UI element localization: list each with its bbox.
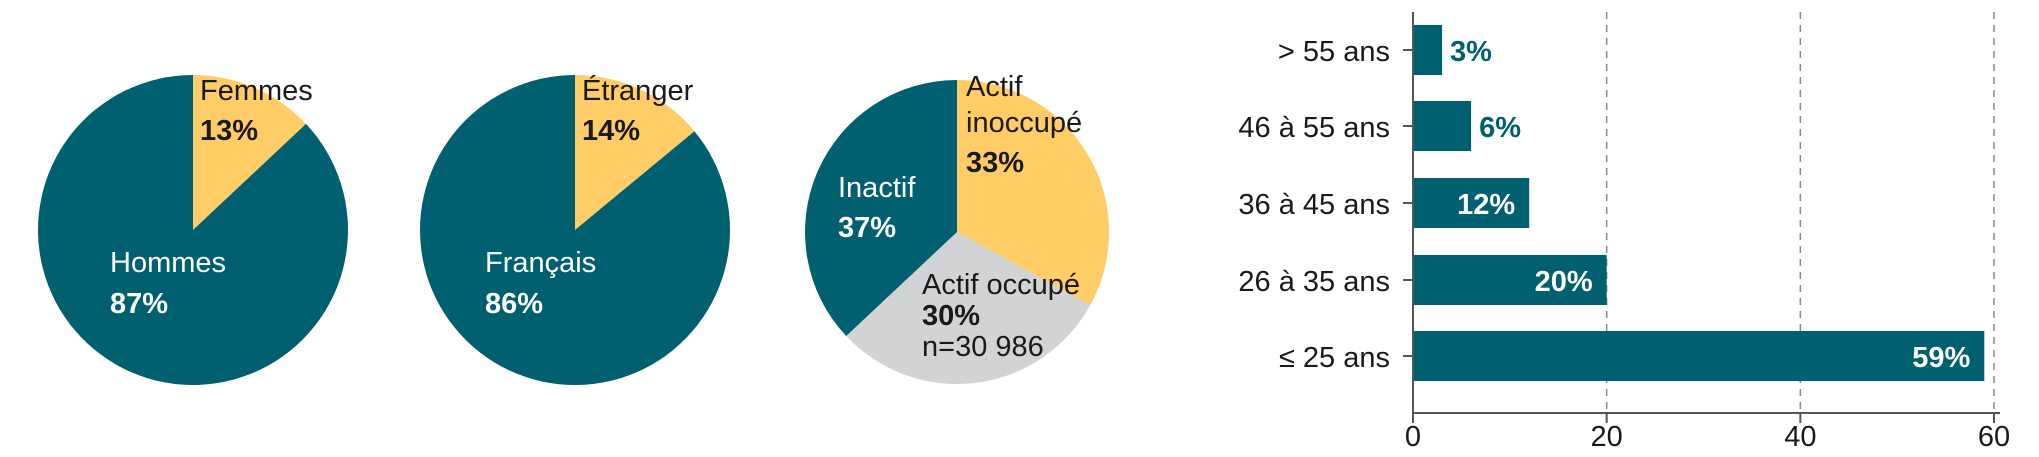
bar-category-55-ans: > 55 ans <box>1278 36 1390 68</box>
pie-chart-nationality: Étranger 14% Français 86% <box>419 74 730 385</box>
bar-value-26-a-35-ans: 20% <box>1535 266 1593 298</box>
pie-value-inactif: 37% <box>838 212 896 244</box>
x-tick-label-20: 20 <box>1591 421 1623 452</box>
pie-value-hommes: 87% <box>110 288 168 320</box>
pie-slice-actif-occupe <box>846 232 1091 384</box>
x-tick-label-0: 0 <box>1405 421 1421 452</box>
bar-value-25-ans: 59% <box>1912 342 1970 374</box>
bar-category-26-a-35-ans: 26 à 35 ans <box>1238 266 1390 298</box>
pie-note-sample-size: n=30 986 <box>922 331 1044 363</box>
pie-value-actif-inoccupe: 33% <box>966 147 1024 179</box>
pie-label-hommes: Hommes <box>110 247 226 279</box>
bar-value-55-ans: 3% <box>1450 36 1492 68</box>
pie-value-actif-occupe: 30% <box>922 300 980 332</box>
pie-value-etranger: 14% <box>582 115 640 147</box>
pie-label-actif-inoccupe-2: inoccupé <box>966 107 1082 139</box>
pie-label-etranger: Étranger <box>582 74 694 107</box>
pie-value-femmes: 13% <box>200 115 258 147</box>
pie-slice-inactif <box>805 80 957 337</box>
bar-category-25-ans: ≤ 25 ans <box>1279 342 1390 374</box>
pie-chart-sex: Femmes 13% Hommes 87% <box>37 75 348 385</box>
pie-slice-francais <box>419 75 730 385</box>
x-tick-label-60: 60 <box>1978 421 2010 452</box>
pie-value-francais: 86% <box>485 288 543 320</box>
bar-36-a-45-ans <box>1413 178 1530 228</box>
pie-slice-actif-inoccupe <box>957 80 1110 306</box>
bar-46-a-55-ans <box>1413 101 1472 151</box>
pie-slice-femmes <box>193 75 306 230</box>
bar-value-36-a-45-ans: 12% <box>1457 189 1515 221</box>
pie-label-femmes: Femmes <box>200 75 313 107</box>
bar-55-ans <box>1413 25 1443 75</box>
pie-label-actif-occupe: Actif occupé <box>922 269 1080 301</box>
pie-label-actif-inoccupe-1: Actif <box>966 71 1023 103</box>
bar-value-46-a-55-ans: 6% <box>1479 112 1521 144</box>
bar-chart-age: 3% > 55 ans 6% 46 à 55 ans 12% 36 à 45 ans 20%… <box>1238 12 2010 453</box>
x-tick-label-40: 40 <box>1784 421 1816 452</box>
pie-slice-hommes <box>37 75 348 385</box>
bar-category-36-a-45-ans: 36 à 45 ans <box>1238 189 1390 221</box>
pie-label-inactif: Inactif <box>838 172 916 204</box>
bar-category-46-a-55-ans: 46 à 55 ans <box>1238 112 1390 144</box>
pie-label-francais: Français <box>485 247 596 279</box>
bar-25-ans <box>1413 331 1985 381</box>
pie-slice-etranger <box>575 75 695 230</box>
bar-26-a-35-ans <box>1413 255 1607 305</box>
